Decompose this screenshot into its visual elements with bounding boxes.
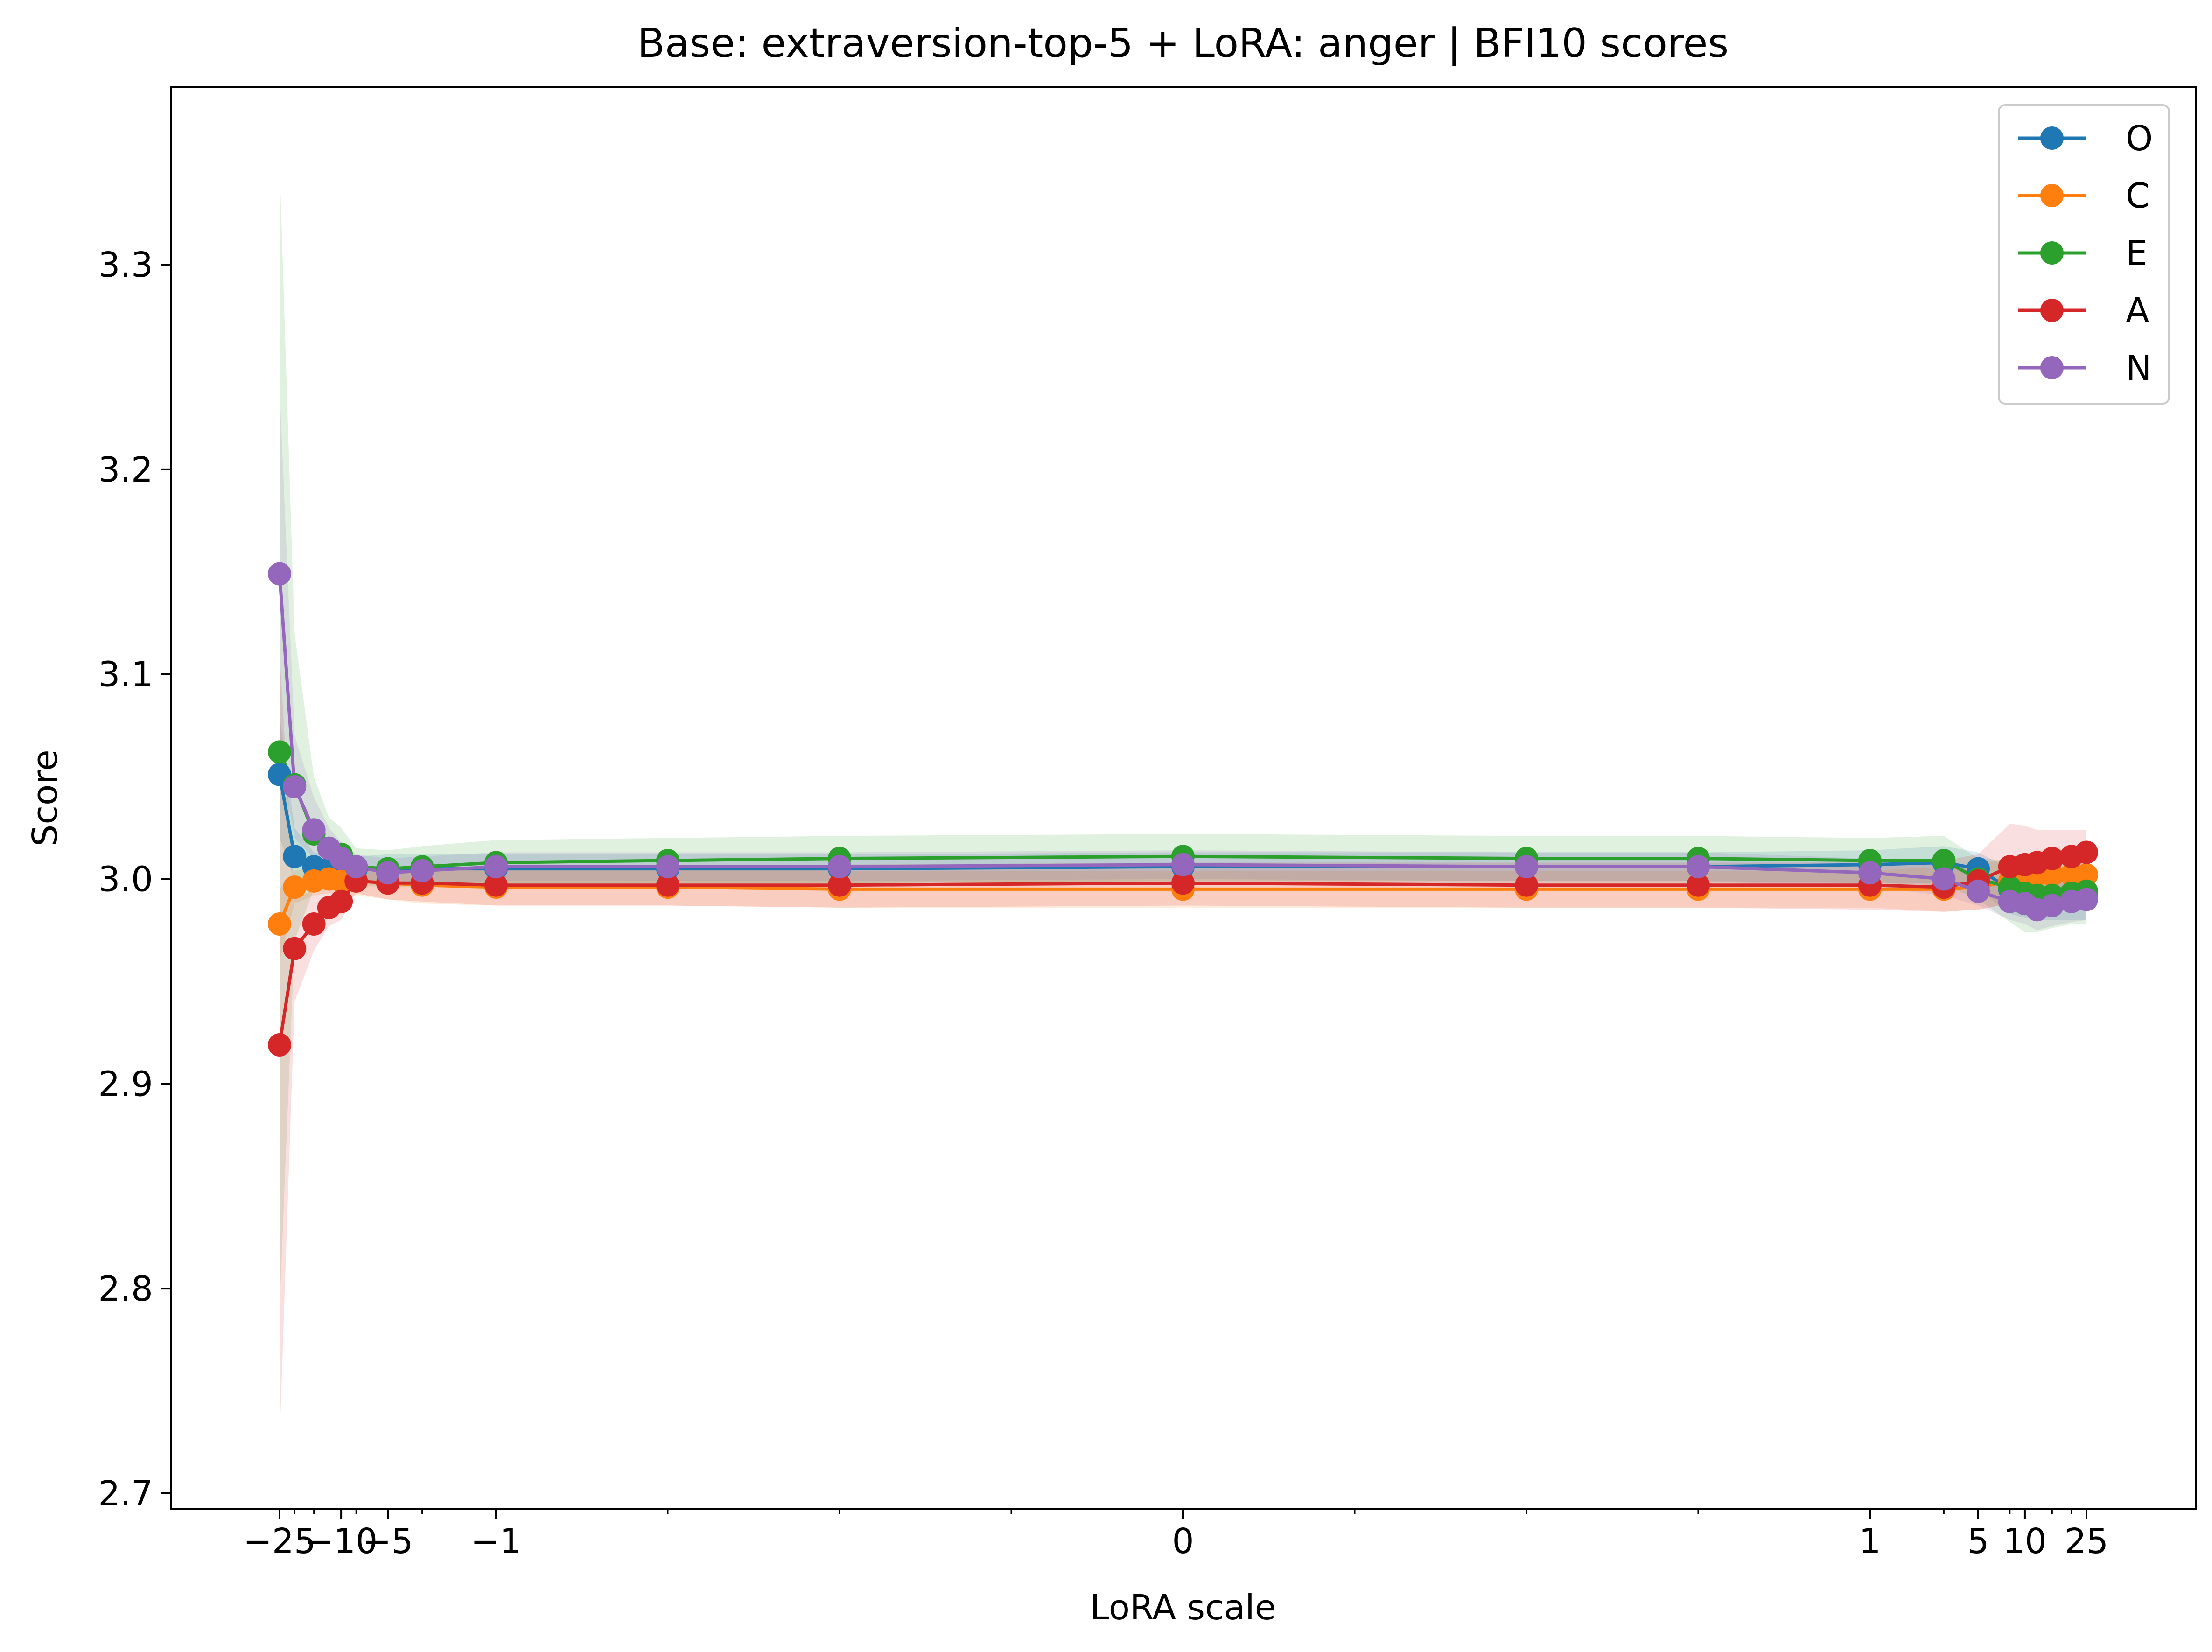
point-n — [344, 855, 368, 879]
point-e — [268, 740, 291, 764]
legend-marker-a — [2040, 299, 2064, 322]
x-tick-label: 0 — [1172, 1521, 1194, 1561]
x-tick-label: 1 — [1859, 1521, 1881, 1561]
legend-marker-c — [2040, 184, 2064, 207]
y-tick-label: 2.7 — [98, 1474, 153, 1514]
x-tick-label: −25 — [243, 1521, 316, 1561]
y-tick-label: 3.2 — [98, 450, 153, 490]
x-tick-label: −5 — [362, 1521, 413, 1561]
point-n — [484, 855, 508, 879]
point-a — [268, 1033, 291, 1057]
y-tick-label: 3.3 — [98, 245, 153, 285]
y-tick-label: 3.0 — [98, 860, 153, 900]
legend-label-c: C — [2126, 176, 2150, 216]
point-a — [329, 889, 353, 913]
x-axis-label: LoRA scale — [1090, 1588, 1276, 1628]
y-axis: 2.7 2.8 2.9 3.0 3.1 3.2 3.3 — [98, 245, 171, 1514]
legend-marker-n — [2040, 356, 2064, 379]
point-a — [828, 873, 851, 897]
legend-marker-e — [2040, 241, 2064, 265]
y-tick-label: 2.9 — [98, 1064, 153, 1104]
point-a — [283, 937, 307, 960]
point-n — [1932, 867, 1956, 891]
point-c — [2075, 863, 2098, 887]
point-n — [268, 562, 291, 586]
chart-title: Base: extraversion-top-5 + LoRA: anger |… — [637, 20, 1729, 67]
point-n — [1515, 855, 1538, 879]
x-tick-label: −10 — [305, 1521, 378, 1561]
x-axis: −25−10−5 −1 0 1 5 10 25 — [243, 1509, 2108, 1561]
legend-label-o: O — [2126, 119, 2153, 159]
series-markers — [268, 562, 2098, 1057]
y-tick-label: 2.8 — [98, 1269, 153, 1309]
point-n — [410, 859, 434, 882]
legend-label-n: N — [2126, 348, 2151, 388]
legend-label-e: E — [2126, 233, 2148, 273]
point-a — [2075, 840, 2098, 864]
point-a — [2040, 847, 2064, 870]
x-tick-label: 10 — [2003, 1521, 2047, 1561]
legend-marker-o — [2040, 126, 2064, 150]
legend-label-a: A — [2126, 291, 2149, 331]
band-c — [280, 850, 2086, 961]
point-a — [302, 912, 326, 936]
point-a — [1515, 873, 1538, 897]
point-a — [1687, 873, 1710, 897]
x-tick-label: 25 — [2065, 1521, 2108, 1561]
y-tick-label: 3.1 — [98, 655, 153, 695]
point-n — [2040, 894, 2064, 917]
point-c — [283, 875, 307, 899]
point-n — [656, 855, 679, 879]
point-n — [1687, 855, 1710, 879]
point-n — [1171, 853, 1195, 876]
point-n — [283, 775, 307, 798]
y-axis-label: Score — [25, 749, 65, 846]
point-o — [283, 845, 307, 868]
point-n — [1967, 879, 1990, 903]
point-a — [1171, 871, 1195, 895]
x-tick-label: −1 — [470, 1521, 521, 1561]
point-c — [268, 912, 291, 936]
point-e — [1932, 849, 1956, 872]
point-a — [484, 873, 508, 897]
point-n — [376, 861, 399, 885]
point-a — [656, 873, 679, 897]
point-n — [2075, 888, 2098, 911]
point-n — [1858, 861, 1882, 885]
point-n — [302, 818, 326, 842]
x-tick-label: 5 — [1967, 1521, 1989, 1561]
point-n — [828, 855, 851, 879]
